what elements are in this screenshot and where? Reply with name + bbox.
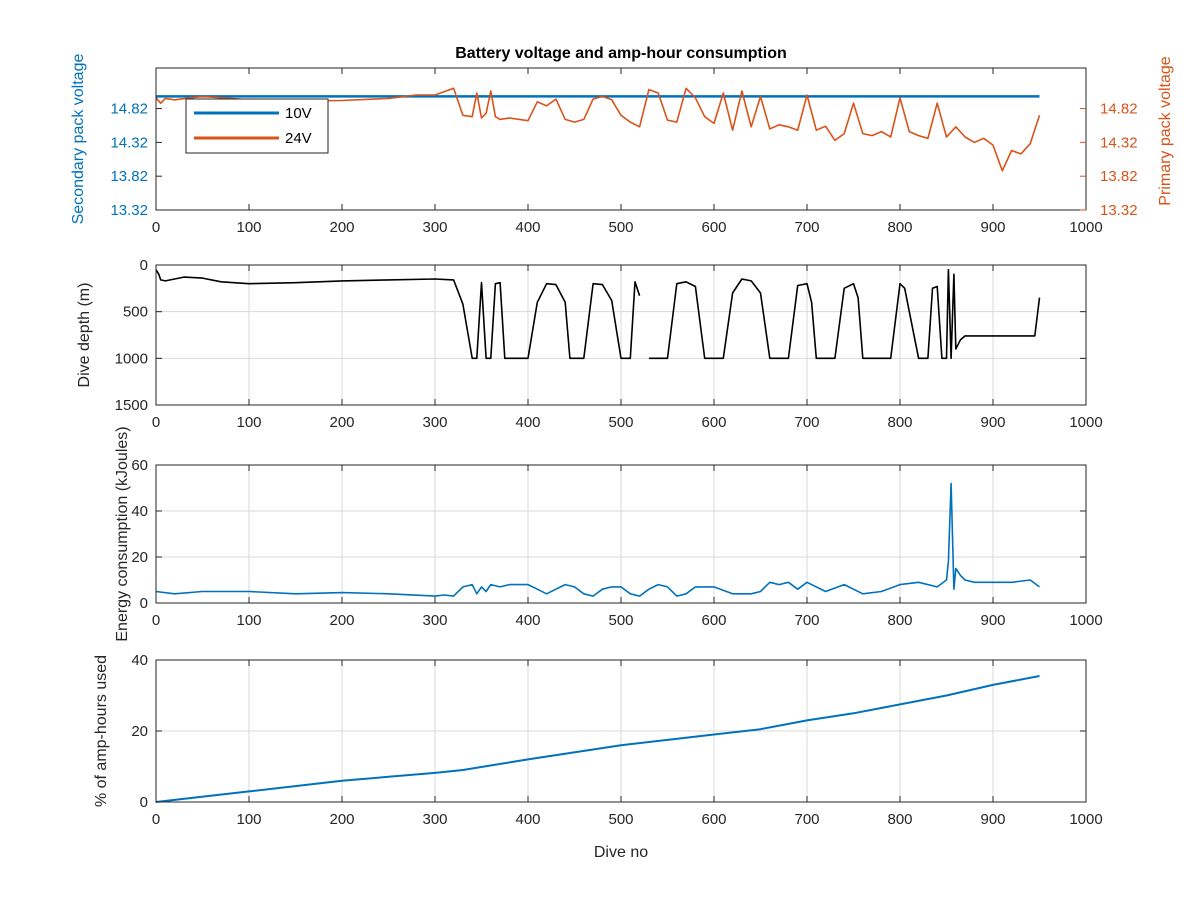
y-right-tick-label: 14.82 xyxy=(1100,101,1138,118)
legend-label-10v: 10V xyxy=(285,105,312,122)
x-tick-label: 400 xyxy=(515,414,540,431)
y-tick-label: 0 xyxy=(140,257,148,274)
x-tick-label: 300 xyxy=(422,414,447,431)
x-tick-label: 900 xyxy=(980,811,1005,828)
y-tick-label: 40 xyxy=(131,503,148,520)
x-tick-label: 700 xyxy=(794,414,819,431)
x-tick-label: 200 xyxy=(329,414,354,431)
y-tick-label: 40 xyxy=(131,652,148,669)
amphours-panel: 0 100 200 300 400 500 600 700 800 900 1000 0 20 40 % o… xyxy=(93,652,1103,861)
y-right-axis-label: Primary pack voltage xyxy=(1157,56,1174,205)
y-tick-label: 1000 xyxy=(115,350,148,367)
x-tick-label: 100 xyxy=(236,612,261,629)
x-tick-label: 1000 xyxy=(1069,612,1102,629)
x-tick-label: 0 xyxy=(152,219,160,236)
series-line-24v xyxy=(155,87,1041,172)
y-axis-label: Dive depth (m) xyxy=(76,283,93,388)
legend-box xyxy=(185,98,329,154)
series-line-depth xyxy=(155,268,1041,360)
x-tick-label: 900 xyxy=(980,414,1005,431)
x-tick-label: 1000 xyxy=(1069,414,1102,431)
depth-panel: 0 100 200 300 400 500 600 700 800 900 1000 0 500 1000… xyxy=(76,257,1103,431)
y-tick-label: 1500 xyxy=(115,397,148,414)
x-tick-label: 400 xyxy=(515,612,540,629)
x-tick-label: 700 xyxy=(794,612,819,629)
x-tick-label: 100 xyxy=(236,414,261,431)
x-tick-label: 700 xyxy=(794,219,819,236)
voltage-panel: 0 100 200 300 400 500 600 700 800 900 100013.3213.… xyxy=(70,54,1174,236)
energy-panel: 0 100 200 300 400 500 600 700 800 900 1000 0 20 40 60E… xyxy=(114,426,1103,641)
x-tick-label: 200 xyxy=(329,219,354,236)
x-axis-label: Dive no xyxy=(594,844,648,861)
x-tick-label: 0 xyxy=(152,811,160,828)
x-tick-label: 900 xyxy=(980,219,1005,236)
series-line-energy xyxy=(155,482,1040,597)
x-tick-label: 0 xyxy=(152,612,160,629)
y-tick-label: 20 xyxy=(131,723,148,740)
x-tick-label: 600 xyxy=(701,414,726,431)
x-tick-label: 300 xyxy=(422,811,447,828)
x-tick-label: 900 xyxy=(980,612,1005,629)
x-tick-label: 800 xyxy=(887,414,912,431)
legend-label-24v: 24V xyxy=(285,130,312,147)
y-tick-label: 20 xyxy=(131,549,148,566)
x-tick-label: 500 xyxy=(608,414,633,431)
y-tick-label: 14.82 xyxy=(110,101,148,118)
series-line-amphours xyxy=(155,675,1040,803)
x-tick-label: 400 xyxy=(515,219,540,236)
y-axis-label: % of amp-hours used xyxy=(93,655,110,807)
x-tick-label: 500 xyxy=(608,612,633,629)
x-tick-label: 1000 xyxy=(1069,811,1102,828)
y-right-tick-label: 13.82 xyxy=(1100,168,1138,185)
y-right-tick-label: 13.32 xyxy=(1100,202,1138,219)
x-tick-label: 800 xyxy=(887,612,912,629)
x-tick-label: 600 xyxy=(701,612,726,629)
x-tick-label: 200 xyxy=(329,612,354,629)
x-tick-label: 600 xyxy=(701,811,726,828)
y-tick-label: 13.32 xyxy=(110,202,148,219)
x-tick-label: 600 xyxy=(701,219,726,236)
x-tick-label: 300 xyxy=(422,612,447,629)
x-tick-label: 800 xyxy=(887,811,912,828)
y-tick-label: 0 xyxy=(140,595,148,612)
x-tick-label: 1000 xyxy=(1069,219,1102,236)
y-right-tick-label: 14.32 xyxy=(1100,134,1138,151)
x-tick-label: 100 xyxy=(236,219,261,236)
y-tick-label: 13.82 xyxy=(110,168,148,185)
y-axis-label: Secondary pack voltage xyxy=(70,54,87,225)
x-tick-label: 100 xyxy=(236,811,261,828)
y-tick-label: 60 xyxy=(131,457,148,474)
x-tick-label: 500 xyxy=(608,219,633,236)
x-tick-label: 700 xyxy=(794,811,819,828)
y-tick-label: 14.32 xyxy=(110,134,148,151)
x-tick-label: 800 xyxy=(887,219,912,236)
x-tick-label: 500 xyxy=(608,811,633,828)
y-axis-label: Energy consumption (kJoules) xyxy=(114,426,131,641)
y-tick-label: 0 xyxy=(140,794,148,811)
x-tick-label: 400 xyxy=(515,811,540,828)
figure-title: Battery voltage and amp-hour consumption xyxy=(455,45,787,62)
y-tick-label: 500 xyxy=(123,304,148,321)
x-tick-label: 300 xyxy=(422,219,447,236)
x-tick-label: 0 xyxy=(152,414,160,431)
x-tick-label: 200 xyxy=(329,811,354,828)
